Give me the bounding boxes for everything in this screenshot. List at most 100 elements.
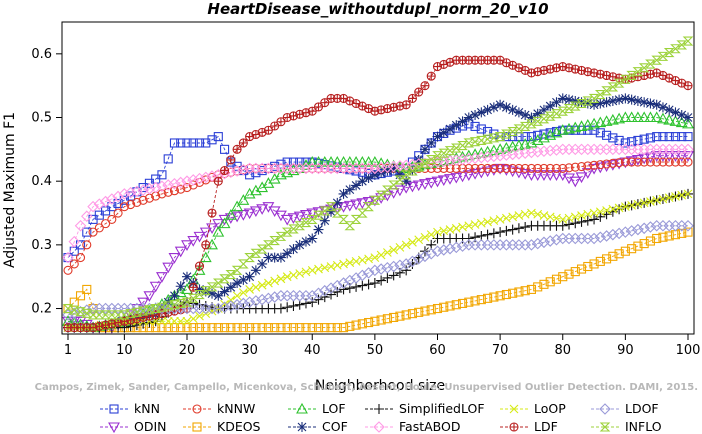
data-point [256, 244, 268, 254]
data-point [106, 193, 118, 205]
data-point [195, 311, 204, 321]
data-point [475, 151, 488, 164]
data-point [533, 282, 543, 292]
data-point [220, 166, 230, 176]
plot-area [61, 21, 695, 335]
data-point [557, 93, 568, 104]
data-point [432, 163, 443, 173]
data-point [476, 107, 487, 118]
legend-item-knnw: kNNW [183, 401, 255, 416]
y-axis-label: Adjusted Maximum F1 [2, 112, 18, 268]
data-point [520, 222, 531, 233]
data-point [245, 285, 255, 294]
data-point [514, 287, 524, 297]
data-point [213, 176, 223, 186]
data-point [576, 216, 587, 227]
legend-item-inflo: INFLO [591, 419, 662, 434]
data-point [62, 251, 74, 264]
data-point [682, 143, 694, 156]
data-point [231, 165, 243, 177]
data-point [419, 179, 431, 190]
data-point [544, 111, 556, 121]
legend-label: INFLO [625, 419, 662, 434]
data-point [470, 109, 481, 120]
data-point [432, 131, 443, 142]
data-point [406, 255, 419, 268]
data-point [476, 124, 486, 134]
data-point [282, 157, 292, 167]
data-point [431, 245, 444, 258]
data-point [182, 323, 192, 333]
data-point [564, 163, 574, 173]
data-point [287, 213, 300, 224]
data-point [507, 126, 518, 137]
legend-marker [192, 422, 202, 432]
data-point [194, 261, 205, 271]
data-point [420, 232, 430, 242]
data-point [75, 291, 86, 301]
data-point [425, 154, 437, 165]
data-point [124, 186, 137, 199]
data-point [188, 180, 198, 190]
data-point [313, 102, 324, 112]
data-point [569, 176, 582, 188]
data-point [201, 175, 211, 185]
data-point [350, 214, 362, 224]
data-point [420, 306, 430, 316]
data-point [389, 312, 399, 322]
data-point [75, 307, 86, 317]
data-point [558, 272, 568, 282]
data-point [419, 158, 431, 168]
data-point [270, 121, 280, 131]
plot-border [61, 21, 695, 335]
data-point [631, 111, 644, 123]
data-point [207, 135, 217, 145]
data-point [677, 228, 687, 238]
legend-label: SimplifiedLOF [399, 401, 485, 416]
data-point [182, 138, 192, 148]
data-point [539, 163, 549, 173]
data-point [301, 267, 311, 277]
data-point [607, 95, 618, 106]
data-point [156, 272, 168, 283]
data-point [325, 155, 337, 167]
data-point [382, 314, 392, 324]
data-point [658, 232, 668, 242]
data-point [569, 101, 581, 111]
data-point [74, 219, 87, 232]
x-tick-label: 40 [304, 343, 321, 358]
data-point [200, 286, 212, 296]
legend-marker [374, 404, 384, 414]
data-point [544, 170, 557, 181]
data-point [188, 323, 198, 333]
legend-marker [373, 421, 385, 433]
data-point [412, 180, 425, 192]
data-point [488, 133, 500, 143]
data-point [393, 185, 406, 197]
x-tick-label: 30 [241, 343, 258, 358]
data-point [288, 323, 299, 333]
data-point [157, 316, 167, 326]
data-point [194, 289, 205, 300]
series-inflo [62, 36, 694, 320]
data-point [533, 130, 543, 140]
data-point [457, 298, 468, 308]
data-point [638, 63, 650, 73]
data-point [644, 221, 657, 233]
data-point [582, 215, 593, 226]
data-point [470, 232, 481, 243]
data-point [645, 157, 655, 167]
data-point [652, 132, 662, 142]
data-point [413, 162, 425, 172]
data-point [632, 223, 644, 236]
data-point [526, 284, 536, 294]
data-point [607, 228, 619, 241]
data-point [589, 99, 600, 110]
data-point [632, 95, 643, 106]
data-point [531, 146, 544, 158]
data-point [345, 321, 355, 331]
data-point [276, 323, 286, 333]
data-point [369, 278, 380, 289]
data-point [431, 176, 444, 188]
data-point [620, 246, 630, 256]
